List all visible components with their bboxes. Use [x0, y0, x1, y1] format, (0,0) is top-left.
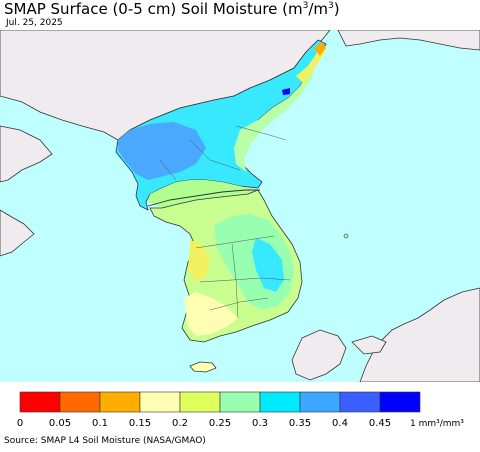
shandong-peninsula-land: [0, 125, 53, 183]
legend-unit-label: 1 mm³/mm³: [410, 419, 464, 429]
map-title: SMAP Surface (0-5 cm) Soil Moisture (m3/…: [4, 0, 340, 18]
legend-swatch: [179, 391, 221, 413]
nk-orange-patch: [314, 42, 326, 56]
legend-swatch: [219, 391, 261, 413]
province-borders: [159, 125, 291, 319]
color-legend: 0 0.05 0.1 0.15 0.2 0.25 0.3 0.35 0.4 0.45 1 mm³/m…: [17, 391, 464, 429]
dmz-border-line: [147, 189, 260, 207]
legend-swatch: [139, 391, 181, 413]
japan-shikoku-land: [351, 335, 387, 355]
legend-tick-label: 0.2: [172, 418, 188, 429]
legend-swatch: [299, 391, 341, 413]
legend-swatch: [19, 391, 61, 413]
legend-tick-label: 0.15: [129, 418, 151, 429]
legend-swatch: [59, 391, 101, 413]
legend-swatch: [379, 391, 421, 413]
legend-tick-label: 0.25: [209, 418, 231, 429]
source-credit: Source: SMAP L4 Soil Moisture (NASA/GMAO…: [4, 436, 206, 446]
legend-tick-label: 0.1: [92, 418, 108, 429]
legend-tick-label: 0: [17, 418, 23, 429]
jeju-island-land: [189, 361, 217, 373]
legend-swatch: [339, 391, 381, 413]
china-coast-lower: [0, 209, 35, 257]
map-date: Jul. 25, 2025: [6, 18, 63, 28]
soil-moisture-map: [0, 30, 480, 382]
nk-blue-patch: [282, 88, 290, 95]
legend-tick-label: 0.05: [49, 418, 71, 429]
sk-cyan-east-zone: [252, 238, 284, 292]
legend-swatch: [99, 391, 141, 413]
sk-dry-southwest-zone: [184, 292, 238, 336]
legend-tick-label: 0.35: [289, 418, 311, 429]
legend-tick-label: 0.45: [369, 418, 391, 429]
sk-yellow-west-zone: [188, 240, 210, 282]
legend-swatch: [259, 391, 301, 413]
nk-dry-coast-zone: [234, 60, 316, 172]
nk-wet-west-zone: [118, 122, 206, 180]
legend-tick-label: 0.3: [252, 418, 268, 429]
ulleung-island-land: [343, 233, 349, 239]
russia-coast-land: [337, 30, 480, 51]
legend-tick-label: 0.4: [332, 418, 348, 429]
japan-kyushu-land: [291, 329, 347, 381]
japan-honshu-land: [359, 287, 480, 382]
nk-south-green-zone: [148, 180, 256, 208]
